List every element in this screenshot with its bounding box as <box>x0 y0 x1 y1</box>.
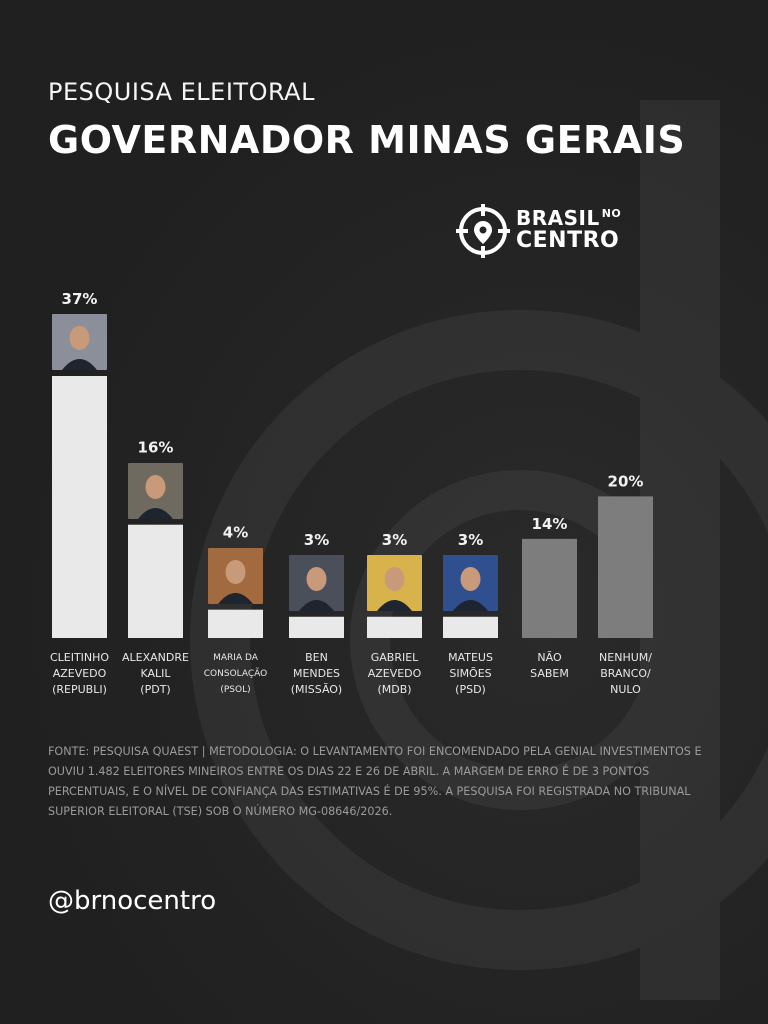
candidate-photo-5 <box>443 554 498 611</box>
category-label-1: ALEXANDRE KALIL (PDT) <box>122 651 189 696</box>
candidate-photo-4 <box>367 554 422 611</box>
candidate-photo-3 <box>289 554 344 611</box>
value-label-6: 14% <box>532 515 568 533</box>
value-label-5: 3% <box>458 531 483 549</box>
value-label-4: 3% <box>382 531 407 549</box>
value-label-0: 37% <box>62 290 98 308</box>
bar-1 <box>128 524 183 638</box>
brand-line1-small: NO <box>601 207 622 221</box>
category-label-2: MARIA DA CONSOLAÇÃO (PSOL) <box>203 653 268 695</box>
value-label-2: 4% <box>223 524 248 542</box>
bar-0 <box>52 376 107 638</box>
category-label-4: GABRIEL AZEVEDO (MDB) <box>367 651 422 696</box>
bar-3 <box>289 616 344 638</box>
page-title: GOVERNADOR MINAS GERAIS <box>48 118 686 162</box>
candidate-photo-0 <box>52 314 107 370</box>
category-label-7: NENHUM/ BRANCO/ NULO <box>599 651 652 696</box>
bar-2 <box>208 609 263 638</box>
bar-7 <box>598 496 653 638</box>
poll-subtitle: PESQUISA ELEITORAL <box>48 78 315 106</box>
social-handle: @brnocentro <box>48 886 217 916</box>
bar-4 <box>367 616 422 638</box>
category-label-0: CLEITINHO AZEVEDO (REPUBLI) <box>49 651 110 696</box>
bar-5 <box>443 616 498 638</box>
brand-line2: CENTRO <box>516 228 620 253</box>
value-label-1: 16% <box>138 439 174 457</box>
bar-chart: 37% 16% 4% 3% 3% 3% 14% 20% <box>52 290 653 638</box>
candidate-photo-1 <box>128 462 183 519</box>
value-label-7: 20% <box>608 472 644 490</box>
bar-6 <box>522 538 577 638</box>
source-note: FONTE: PESQUISA QUAEST | METODOLOGIA: O … <box>48 745 702 818</box>
value-label-3: 3% <box>304 531 329 549</box>
category-label-5: MATEUS SIMÕES (PSD) <box>448 651 493 696</box>
candidate-photo-2 <box>208 547 263 604</box>
category-label-6: NÃO SABEM <box>530 651 569 680</box>
brand-logo: BRASIL NO CENTRO <box>454 202 634 262</box>
category-label-3: BEN MENDES (MISSÃO) <box>290 651 343 696</box>
brand-line1: BRASIL <box>516 206 600 230</box>
target-pin-logo-icon <box>456 204 510 258</box>
